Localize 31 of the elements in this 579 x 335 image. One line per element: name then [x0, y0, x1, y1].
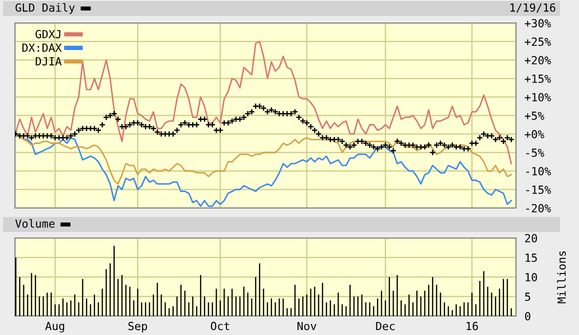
- text: 1/19/16: [510, 3, 556, 13]
- y-tick-label: +5%: [524, 112, 544, 120]
- line-series: [15, 40, 512, 164]
- x-tick-label: Sep: [128, 322, 148, 332]
- y-tick-label: 15: [526, 254, 537, 262]
- line-series: [15, 133, 512, 185]
- y-tick-label: +25%: [524, 38, 551, 46]
- x-tick-label: Dec: [376, 322, 395, 330]
- legend-label: DJIA: [36, 57, 62, 66]
- x-tick-label: Nov: [298, 322, 316, 330]
- y-tick-label: +30%: [524, 19, 551, 28]
- y-tick-label: -15%: [526, 186, 551, 194]
- x-tick-label: Aug: [45, 322, 64, 332]
- y-axis-title: Millions: [557, 251, 566, 304]
- y-tick-label: -10%: [526, 167, 551, 176]
- x-tick-label: Oct: [210, 322, 230, 330]
- y-tick-label: -20%: [526, 204, 551, 212]
- y-tick-label: 5: [525, 292, 530, 301]
- legend-label: GDXJ: [36, 30, 60, 38]
- legend-label: DX:DAX: [22, 44, 62, 52]
- y-tick-label: 20: [525, 234, 537, 242]
- y-tick-label: +20%: [524, 56, 551, 64]
- x-tick-label: 16: [466, 322, 478, 330]
- y-tick-label: +10%: [524, 93, 551, 102]
- chart-title: Volume: [15, 219, 54, 228]
- y-tick-label: 10: [526, 273, 537, 282]
- chart-title: GLD Daily: [16, 3, 75, 14]
- y-tick-label: +15%: [524, 74, 551, 83]
- y-tick-label: 0: [525, 312, 530, 320]
- y-tick-label: +0%: [524, 130, 544, 138]
- y-tick-label: -5%: [526, 148, 544, 157]
